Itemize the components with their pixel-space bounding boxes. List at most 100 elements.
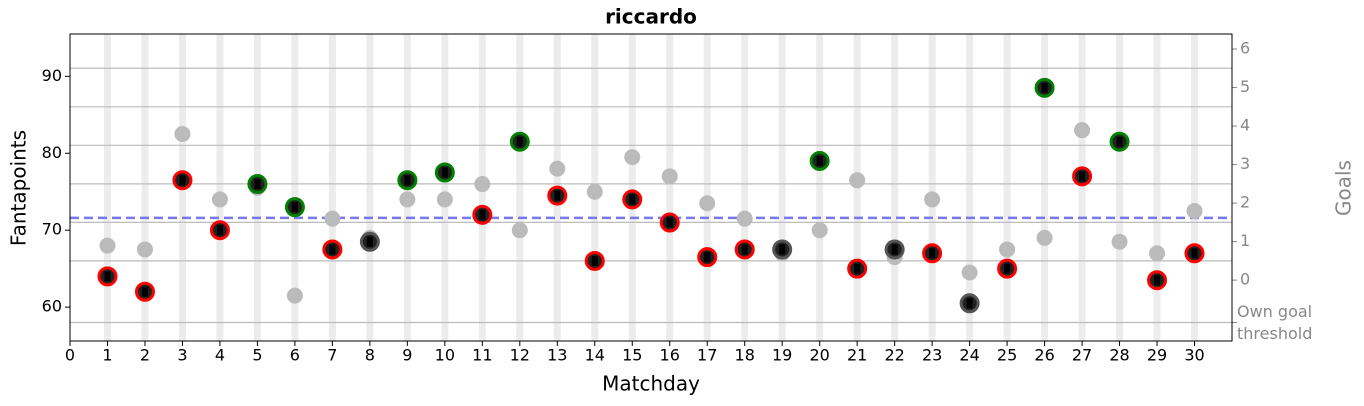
score-marker — [1041, 82, 1048, 93]
score-marker — [516, 136, 523, 147]
x-tick-label: 28 — [1109, 346, 1129, 365]
other-point — [924, 191, 941, 208]
y2-tick-label-box: Own goal threshold — [1237, 301, 1313, 343]
x-tick-label: 0 — [65, 346, 75, 365]
score-marker — [966, 298, 973, 309]
y2-axis-label: Goals — [1332, 160, 1356, 216]
y2-tick-label: 1 — [1240, 231, 1250, 250]
x-tick-label: 21 — [847, 346, 867, 365]
y2-tick-label: 0 — [1240, 270, 1250, 289]
x-tick-label: 13 — [547, 346, 567, 365]
score-marker — [816, 155, 823, 166]
score-marker — [704, 252, 711, 263]
x-tick-label: 19 — [772, 346, 792, 365]
y2-tick-label: 2 — [1240, 193, 1250, 212]
x-tick-label: 4 — [215, 346, 225, 365]
score-marker — [891, 244, 898, 255]
y-axis-label: Fantapoints — [7, 130, 31, 246]
score-marker — [479, 209, 486, 220]
x-tick-label: 3 — [177, 346, 187, 365]
y-tick-label: 70 — [42, 220, 62, 239]
score-marker — [441, 167, 448, 178]
y2-tick-label: Own goal threshold — [1237, 301, 1313, 343]
y-tick-label: 60 — [42, 297, 62, 316]
score-marker — [329, 244, 336, 255]
score-marker — [291, 202, 298, 213]
other-point — [399, 191, 416, 208]
score-marker — [741, 244, 748, 255]
x-tick-label: 23 — [922, 346, 942, 365]
y-tick-label: 90 — [42, 66, 62, 85]
score-marker — [254, 179, 261, 190]
other-point — [474, 176, 491, 193]
other-point — [961, 264, 978, 281]
x-tick-label: 29 — [1147, 346, 1167, 365]
score-marker — [366, 236, 373, 247]
x-tick-label: 30 — [1184, 346, 1204, 365]
x-tick-label: 20 — [809, 346, 829, 365]
x-tick-label: 6 — [290, 346, 300, 365]
x-tick-label: 25 — [997, 346, 1017, 365]
y2-tick-label: 5 — [1240, 77, 1250, 96]
other-point — [286, 287, 303, 304]
other-point — [174, 126, 191, 143]
score-marker — [929, 248, 936, 259]
other-point — [811, 222, 828, 239]
x-tick-label: 18 — [735, 346, 755, 365]
other-point — [736, 210, 753, 227]
chart-title: riccardo — [605, 5, 697, 29]
other-point — [1074, 122, 1091, 139]
other-point — [999, 241, 1016, 258]
x-tick-label: 14 — [585, 346, 605, 365]
score-marker — [1191, 248, 1198, 259]
x-tick-label: 12 — [510, 346, 530, 365]
other-point — [511, 222, 528, 239]
x-axis-label: Matchday — [602, 372, 700, 396]
other-point — [586, 183, 603, 200]
score-marker — [854, 263, 861, 274]
other-point — [1036, 229, 1053, 246]
x-tick-label: 7 — [327, 346, 337, 365]
score-marker — [179, 175, 186, 186]
other-point — [1149, 245, 1166, 262]
x-tick-label: 17 — [697, 346, 717, 365]
y2-tick-label: 6 — [1240, 39, 1250, 58]
other-point — [99, 237, 116, 254]
score-marker — [404, 175, 411, 186]
x-tick-label: 5 — [252, 346, 262, 365]
x-tick-label: 22 — [884, 346, 904, 365]
other-point — [849, 172, 866, 189]
x-tick-label: 1 — [102, 346, 112, 365]
x-tick-label: 26 — [1034, 346, 1054, 365]
other-point — [1186, 202, 1203, 219]
other-point — [661, 168, 678, 185]
score-marker — [1004, 263, 1011, 274]
x-tick-label: 27 — [1072, 346, 1092, 365]
x-tick-label: 16 — [660, 346, 680, 365]
x-tick-label: 24 — [959, 346, 979, 365]
other-point — [136, 241, 153, 258]
score-marker — [141, 286, 148, 297]
score-marker — [1116, 136, 1123, 147]
other-point — [1111, 233, 1128, 250]
x-tick-label: 15 — [622, 346, 642, 365]
other-point — [211, 191, 228, 208]
score-marker — [779, 244, 786, 255]
other-point — [436, 191, 453, 208]
score-marker — [629, 194, 636, 205]
x-tick-label: 8 — [365, 346, 375, 365]
y2-tick-label: 4 — [1240, 116, 1250, 135]
y2-tick-label: 3 — [1240, 154, 1250, 173]
score-marker — [666, 217, 673, 228]
y-tick-label: 80 — [42, 143, 62, 162]
x-tick-label: 2 — [140, 346, 150, 365]
score-marker — [216, 225, 223, 236]
score-marker — [1154, 275, 1161, 286]
score-marker — [1079, 171, 1086, 182]
x-tick-label: 10 — [435, 346, 455, 365]
score-marker — [554, 190, 561, 201]
other-point — [624, 149, 641, 166]
x-tick-label: 11 — [472, 346, 492, 365]
x-tick-label: 9 — [402, 346, 412, 365]
